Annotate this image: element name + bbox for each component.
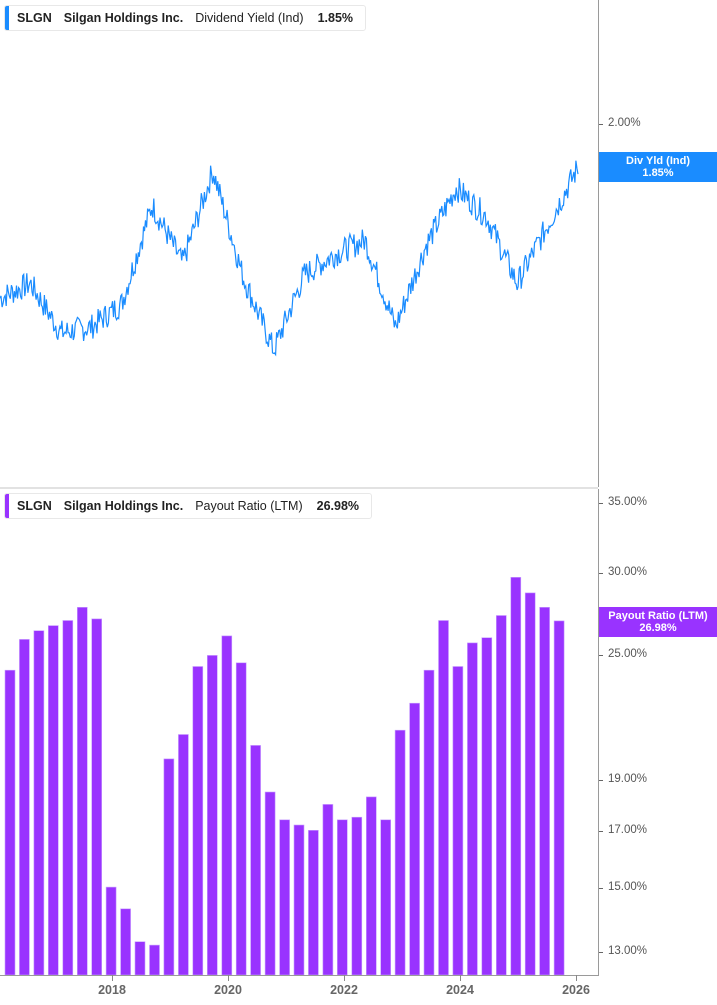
tick-mark <box>599 655 603 656</box>
x-tick-mark <box>460 975 461 981</box>
payout-bar[interactable] <box>250 745 261 976</box>
payout-bar[interactable] <box>336 819 348 976</box>
y-tick-label: 17.00% <box>608 824 648 836</box>
y-tick-label: 19.00% <box>608 773 648 785</box>
payout-bar[interactable] <box>524 592 536 976</box>
tick-mark <box>599 780 603 781</box>
dividend-yield-legend[interactable]: SLGN Silgan Holdings Inc. Dividend Yield… <box>4 5 367 31</box>
payout-bar[interactable] <box>452 666 464 976</box>
payout-bar[interactable] <box>19 639 30 976</box>
tick-mark <box>599 952 603 953</box>
x-tick-label: 2026 <box>562 983 590 997</box>
payout-bar[interactable] <box>77 606 88 976</box>
payout-bar[interactable] <box>481 637 493 976</box>
tick-mark <box>599 503 603 504</box>
y-tick-label: 25.00% <box>608 648 648 660</box>
flag-title: Div Yld (Ind) <box>626 155 690 167</box>
payout-ratio-panel: SLGN Silgan Holdings Inc. Payout Ratio (… <box>0 489 717 1005</box>
metric-value: 26.98% <box>316 499 360 513</box>
dividend-yield-line[interactable] <box>0 160 579 357</box>
payout-bar[interactable] <box>163 758 175 976</box>
tick-mark <box>599 573 603 574</box>
payout-bar[interactable] <box>495 615 507 976</box>
tick-mark <box>599 124 603 125</box>
payout-bar[interactable] <box>394 729 406 976</box>
payout-ratio-bar-chart <box>4 576 565 976</box>
top-y-axis-line <box>598 0 599 487</box>
payout-bar[interactable] <box>308 829 319 976</box>
flag-title: Payout Ratio (LTM) <box>608 610 708 622</box>
y-tick-label: 30.00% <box>608 566 648 578</box>
x-tick-label: 2022 <box>330 983 358 997</box>
payout-bar[interactable] <box>149 944 160 976</box>
tick-mark <box>599 831 603 832</box>
payout-bar[interactable] <box>47 625 59 976</box>
payout-bar[interactable] <box>264 791 276 976</box>
payout-bar[interactable] <box>221 635 233 976</box>
x-tick-label: 2024 <box>446 983 474 997</box>
payout-bar[interactable] <box>192 666 204 976</box>
company-label: Silgan Holdings Inc. <box>63 11 184 25</box>
dividend-yield-panel: SLGN Silgan Holdings Inc. Dividend Yield… <box>0 0 717 487</box>
payout-bar[interactable] <box>351 816 363 976</box>
payout-bar[interactable] <box>423 669 435 976</box>
payout-bar[interactable] <box>322 804 334 976</box>
bottom-y-axis-line <box>598 489 599 976</box>
payout-bar[interactable] <box>4 669 16 976</box>
payout-bar[interactable] <box>120 908 131 976</box>
payout-bar[interactable] <box>279 819 290 976</box>
payout-bar[interactable] <box>62 620 74 976</box>
payout-bar[interactable] <box>438 620 449 976</box>
payout-bar[interactable] <box>105 886 117 976</box>
y-tick-label: 15.00% <box>608 881 648 893</box>
payout-ratio-legend[interactable]: SLGN Silgan Holdings Inc. Payout Ratio (… <box>4 493 373 519</box>
metric-label: Dividend Yield (Ind) <box>195 11 304 25</box>
payout-bar[interactable] <box>178 734 189 976</box>
ticker-label: SLGN <box>17 11 52 25</box>
payout-bar[interactable] <box>134 941 146 976</box>
x-tick-label: 2020 <box>214 983 242 997</box>
y-tick-2pct: 2.00% <box>608 117 641 129</box>
payout-bar[interactable] <box>365 796 377 976</box>
metric-label: Payout Ratio (LTM) <box>195 499 303 513</box>
company-label: Silgan Holdings Inc. <box>63 499 184 513</box>
metric-value: 1.85% <box>317 11 354 25</box>
y-tick-label: 13.00% <box>608 945 648 957</box>
tick-mark <box>599 888 603 889</box>
payout-bar[interactable] <box>33 630 45 976</box>
payout-bar[interactable] <box>293 824 305 976</box>
flag-value: 1.85% <box>642 167 674 179</box>
x-axis-line <box>0 975 599 976</box>
x-tick-mark <box>576 975 577 981</box>
payout-bar[interactable] <box>409 702 420 976</box>
div-yield-value-flag: Div Yld (Ind) 1.85% <box>599 152 717 182</box>
x-tick-mark <box>112 975 113 981</box>
payout-ratio-value-flag: Payout Ratio (LTM) 26.98% <box>599 607 717 637</box>
payout-bar[interactable] <box>207 655 218 976</box>
payout-bar[interactable] <box>510 576 522 976</box>
flag-value: 26.98% <box>639 622 677 634</box>
series-color-swatch <box>5 6 9 30</box>
ticker-label: SLGN <box>17 499 52 513</box>
x-tick-mark <box>344 975 345 981</box>
panel-separator[interactable] <box>0 487 598 489</box>
payout-bar[interactable] <box>539 606 550 976</box>
series-color-swatch <box>5 494 9 518</box>
payout-bar[interactable] <box>553 620 565 976</box>
payout-bar[interactable] <box>235 662 247 976</box>
payout-bar[interactable] <box>467 642 478 976</box>
y-tick-label: 35.00% <box>608 496 648 508</box>
x-tick-mark <box>228 975 229 981</box>
dividend-yield-line-chart <box>0 160 579 357</box>
x-tick-label: 2018 <box>98 983 126 997</box>
payout-bar[interactable] <box>380 819 392 976</box>
payout-bar[interactable] <box>91 618 102 976</box>
